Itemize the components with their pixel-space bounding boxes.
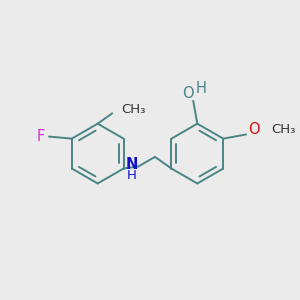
Text: CH₃: CH₃ [122,103,146,116]
Text: F: F [37,129,45,144]
Text: O: O [248,122,260,137]
Text: O: O [182,86,194,101]
Text: H: H [196,81,207,96]
Text: CH₃: CH₃ [271,123,296,136]
Text: H: H [126,169,136,182]
Text: N: N [125,157,137,172]
